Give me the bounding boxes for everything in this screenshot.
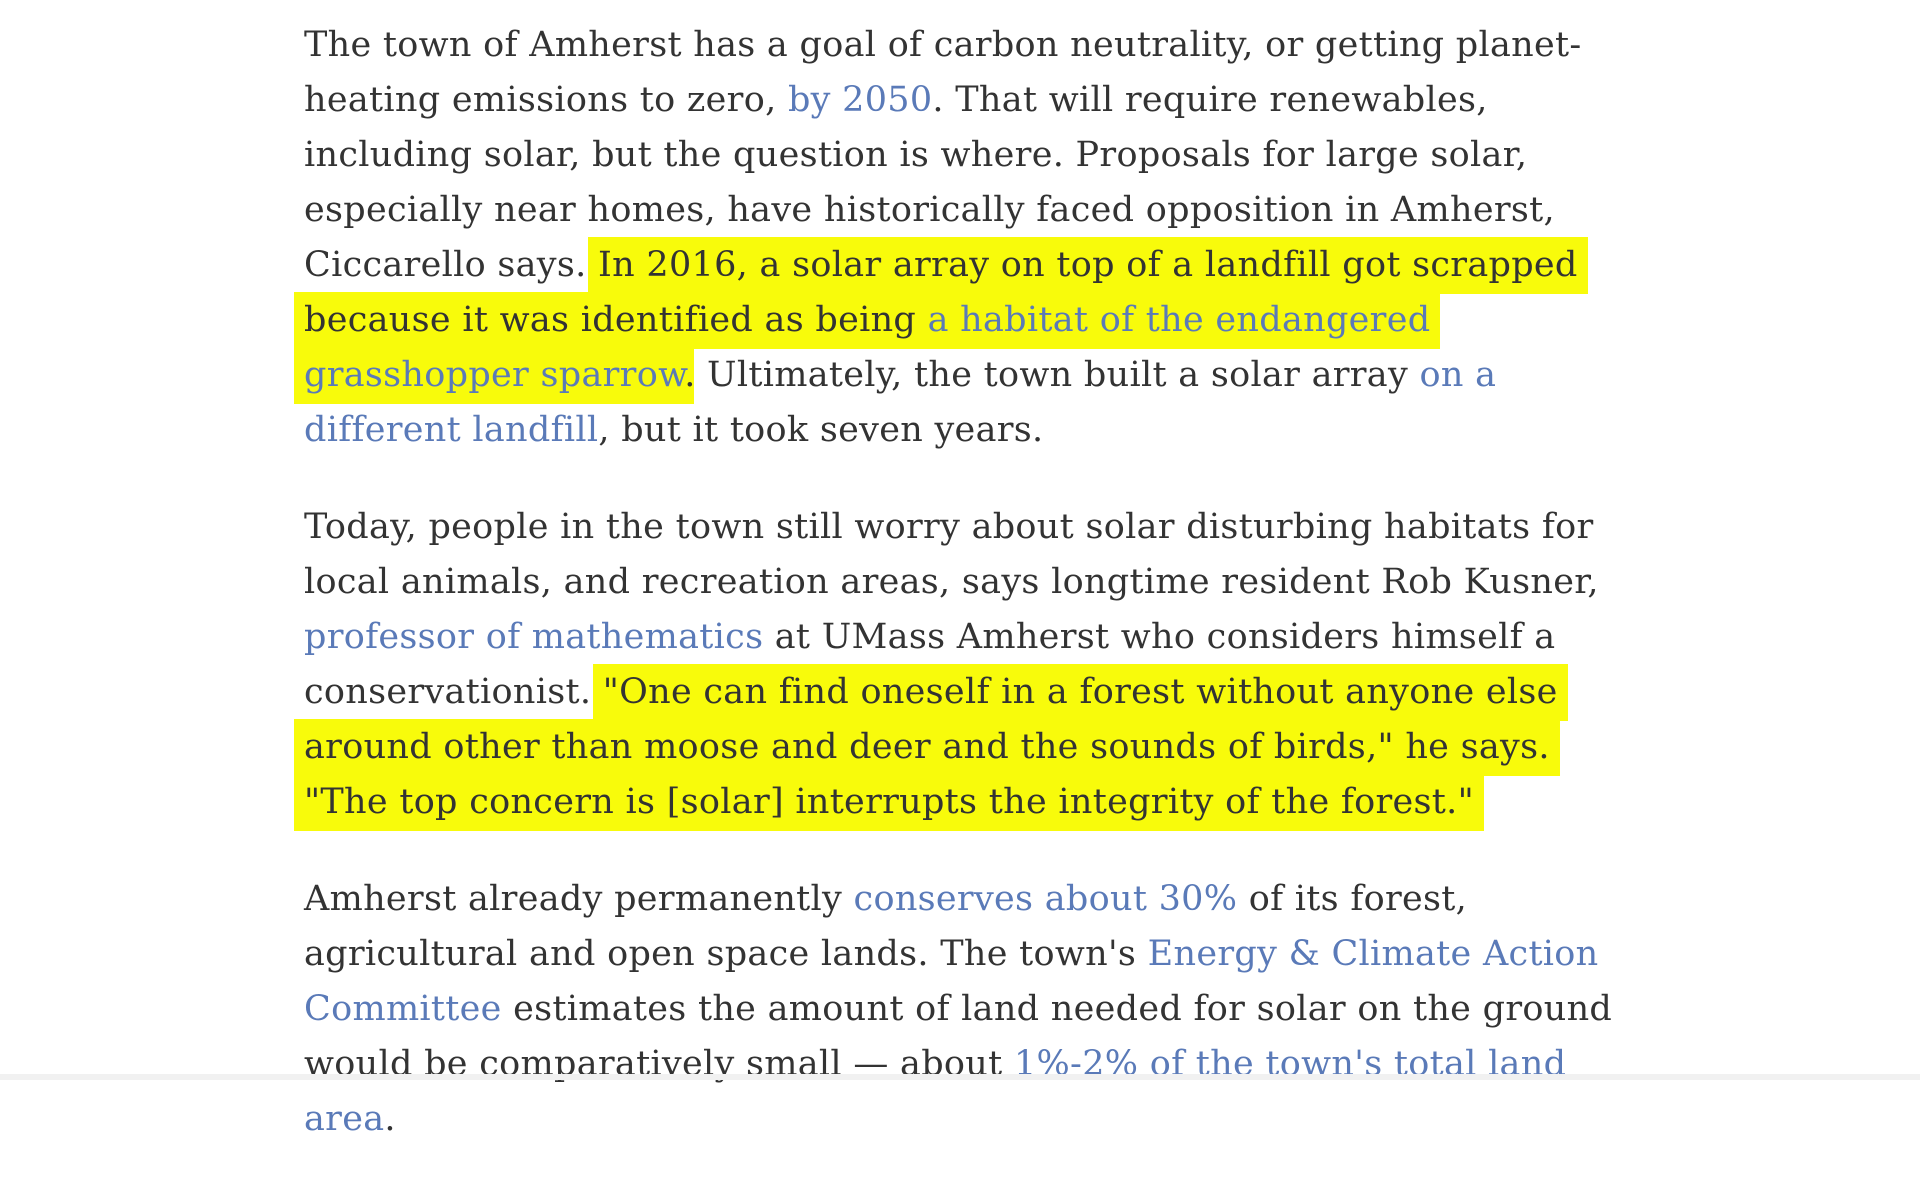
paragraph-text: The town of Amherst has a goal of carbon… [304,25,1582,120]
link-energy-climate-action-committee[interactable]: Energy & Climate Action Committee [304,934,1599,1029]
link-by-2050[interactable]: by 2050 [787,80,933,120]
paragraph-text: of its forest, agricultural and open spa… [304,879,1468,974]
link-professor-of-mathematics[interactable]: professor of mathematics [304,617,764,657]
bottom-divider [0,1074,1920,1080]
link-different-landfill[interactable]: on a different landfill [304,355,1497,450]
link-grasshopper-sparrow-habitat[interactable]: a habitat of the endangered grasshopper … [304,300,1431,395]
paragraph-text: . [384,1099,396,1139]
paragraph-text: . That will require renewables, includin… [304,80,1555,285]
paragraph-kusner-quote: Today, people in the town still worry ab… [304,500,1634,831]
paragraph-carbon-neutrality: The town of Amherst has a goal of carbon… [304,18,1634,458]
link-conserves-about-30[interactable]: conserves about 30% [853,879,1238,919]
paragraph-text: , but it took seven years. [598,410,1044,450]
article-body: The town of Amherst has a goal of carbon… [304,18,1634,1189]
paragraph-land-conservation: Amherst already permanently conserves ab… [304,872,1634,1147]
paragraph-text: at UMass Amherst who considers himself a… [304,617,1556,712]
paragraph-text: Amherst already permanently [304,879,854,919]
paragraph-text: Today, people in the town still worry ab… [304,507,1599,602]
highlighted-text: In 2016, a solar array on top of a landf… [304,245,1578,340]
paragraph-text: . Ultimately, the town built a solar arr… [684,355,1420,395]
paragraph-text: estimates the amount of land needed for … [304,989,1613,1084]
